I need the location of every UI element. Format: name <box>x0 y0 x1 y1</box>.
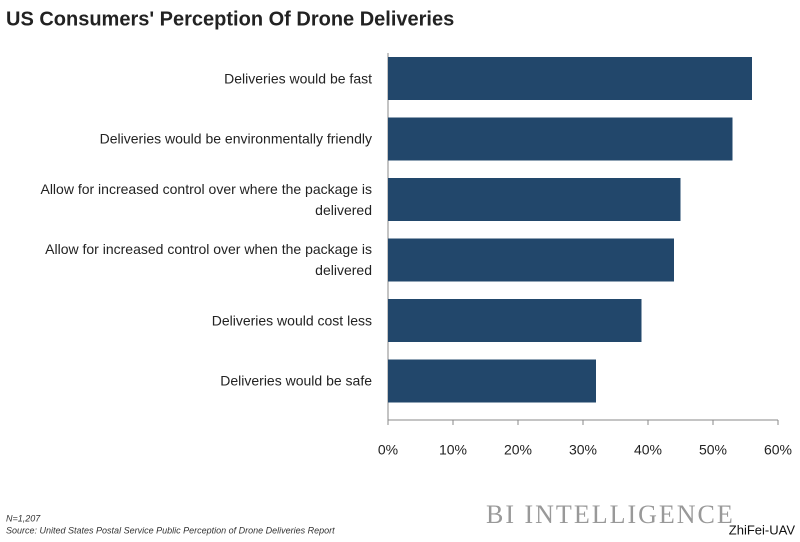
x-tick-label: 50% <box>699 442 727 458</box>
logo: BI INTELLIGENCE <box>486 500 735 529</box>
bar <box>388 57 752 100</box>
x-tick-label: 60% <box>764 442 792 458</box>
category-label: Allow for increased control over when th… <box>45 241 372 278</box>
category-label: Deliveries would cost less <box>211 312 372 328</box>
bar <box>388 117 733 161</box>
x-tick-label: 0% <box>378 442 398 458</box>
x-tick-label: 20% <box>504 442 532 458</box>
bar <box>388 299 642 342</box>
x-tick-label: 40% <box>634 442 662 458</box>
bar <box>388 238 674 282</box>
category-label: Deliveries would be safe <box>220 372 372 389</box>
chart-title: US Consumers' Perception Of Drone Delive… <box>6 8 454 30</box>
note: N=1,207 <box>6 513 41 523</box>
x-tick-label: 10% <box>439 442 467 458</box>
bar <box>388 359 596 403</box>
watermark: ZhiFei-UAV <box>729 522 796 537</box>
x-tick-label: 30% <box>569 442 597 458</box>
source: Source: United States Postal Service Pub… <box>6 525 335 535</box>
bar <box>388 178 681 221</box>
category-label: Deliveries would be environmentally frie… <box>99 130 372 147</box>
category-label: Deliveries would be fast <box>224 70 372 86</box>
category-label: Allow for increased control over where t… <box>40 180 372 218</box>
